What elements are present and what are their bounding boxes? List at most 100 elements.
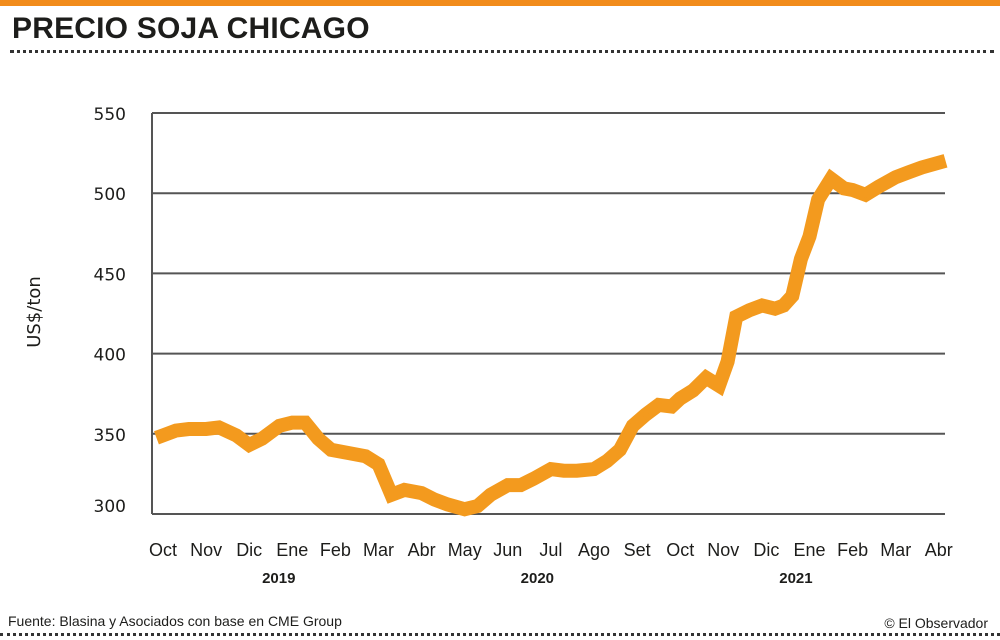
data-point (849, 187, 856, 193)
data-point (918, 164, 925, 171)
data-point (185, 426, 192, 432)
data-point (560, 467, 567, 474)
data-point (276, 422, 283, 429)
x-month-label: Mar (880, 540, 911, 560)
data-point (815, 196, 822, 203)
data-point (233, 432, 240, 439)
data-point (216, 424, 222, 431)
top-accent-bar (0, 0, 1000, 6)
x-year-label-2019: 2019 (262, 570, 295, 587)
data-point (328, 446, 335, 453)
x-month-label: Jul (539, 540, 562, 560)
data-point (504, 482, 511, 489)
data-point (547, 466, 554, 473)
data-point (668, 403, 675, 410)
x-month-label: May (448, 540, 482, 560)
data-point (517, 482, 524, 489)
source-note: Fuente: Blasina y Asociados con base en … (8, 613, 342, 629)
x-month-label: Dic (753, 540, 779, 560)
x-month-label: Ene (793, 540, 825, 560)
data-point (733, 313, 740, 320)
data-point (862, 191, 869, 198)
data-point (935, 159, 942, 166)
x-month-label: Mar (363, 540, 394, 560)
y-tick-label-500: 500 (94, 185, 126, 205)
y-tick-label-400: 400 (94, 346, 126, 366)
data-point (603, 458, 610, 465)
data-point (259, 435, 266, 442)
data-point (461, 506, 468, 513)
data-point (203, 426, 210, 432)
credit-note: © El Observador (884, 615, 988, 631)
data-point (315, 435, 322, 442)
data-point (642, 411, 649, 418)
data-point (789, 292, 796, 299)
data-point (573, 467, 580, 474)
data-point (841, 185, 847, 192)
data-point (375, 461, 382, 468)
bottom-divider (0, 633, 1000, 636)
x-month-label: Feb (320, 540, 351, 560)
y-axis-title: US$/ton (24, 276, 45, 348)
data-point (759, 302, 766, 309)
x-year-label-2021: 2021 (779, 570, 812, 587)
data-point (703, 374, 710, 381)
y-tick-labels: 300 350 400 450 500 550 (94, 105, 126, 517)
data-point (474, 503, 481, 509)
title-divider (10, 50, 994, 53)
data-point (828, 175, 835, 182)
data-point (401, 486, 408, 493)
data-point (677, 395, 684, 402)
y-tick-label-450: 450 (94, 265, 126, 285)
x-month-label: Dic (236, 540, 262, 560)
x-year-label-2020: 2020 (521, 570, 554, 587)
data-point (160, 432, 166, 439)
data-point (431, 496, 438, 503)
data-point (418, 490, 425, 497)
x-month-label: Nov (190, 540, 222, 560)
data-point (246, 442, 253, 448)
data-point (444, 501, 451, 508)
data-point (591, 466, 597, 473)
axes (151, 113, 945, 515)
x-month-label: Feb (837, 540, 868, 560)
y-tick-label-300: 300 (94, 497, 126, 517)
data-point (487, 491, 494, 498)
data-point (746, 307, 753, 314)
x-month-label: Oct (149, 540, 177, 560)
data-point (797, 256, 804, 262)
x-month-label: Oct (666, 540, 694, 560)
y-tick-label-350: 350 (94, 426, 126, 446)
data-point (875, 183, 882, 190)
x-month-label: Jun (493, 540, 522, 560)
data-point (806, 233, 813, 240)
data-point (362, 453, 369, 460)
data-point (772, 305, 778, 312)
data-point (905, 169, 912, 176)
data-point (302, 419, 309, 426)
series-layer (153, 154, 948, 517)
data-point (616, 446, 623, 453)
x-month-labels: Oct Nov Dic Ene Feb Mar Abr May Jun Jul Ago Set Oct N… (149, 540, 953, 560)
data-point (655, 401, 662, 408)
x-month-label: Ene (276, 540, 308, 560)
data-point (716, 382, 722, 389)
data-point (289, 419, 296, 426)
x-month-label: Abr (408, 540, 436, 560)
data-point (345, 450, 352, 456)
data-point (724, 358, 731, 365)
data-point (530, 475, 537, 482)
x-year-labels: 2019 2020 2021 (262, 570, 813, 587)
data-point (388, 491, 395, 498)
y-tick-label-550: 550 (94, 105, 126, 125)
x-month-label: Abr (925, 540, 953, 560)
grid-lines (152, 112, 945, 435)
chart-title: PRECIO SOJA CHICAGO (12, 12, 370, 45)
series-line-0 (153, 154, 948, 517)
data-point (629, 422, 636, 429)
x-month-label: Ago (578, 540, 610, 560)
data-point (172, 427, 179, 434)
x-month-label: Nov (707, 540, 739, 560)
